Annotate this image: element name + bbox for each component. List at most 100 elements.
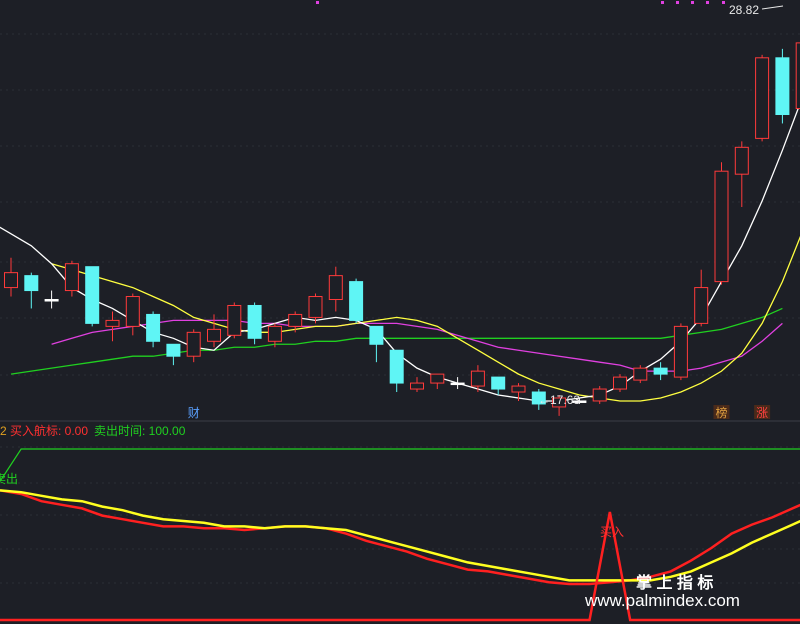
candle [4, 257, 18, 297]
candle [592, 386, 607, 404]
top-marker-dots [316, 1, 725, 4]
high-price-arrow [761, 5, 784, 10]
candle-body-down [247, 304, 262, 339]
candle-body-down [349, 281, 364, 321]
candle [186, 329, 201, 363]
candle-body-up [125, 296, 140, 327]
ma60-line [10, 307, 783, 375]
candle [267, 323, 282, 348]
candle [288, 311, 303, 333]
top-dot [661, 1, 664, 4]
candle [349, 278, 364, 324]
marker-bg [713, 405, 730, 419]
indicator-series [0, 489, 800, 582]
candle-body-up [613, 376, 627, 390]
buy-annotation: 买入 [600, 525, 624, 539]
candle [734, 141, 749, 208]
indicator-series [0, 489, 800, 586]
legend-item: 2 [0, 424, 7, 438]
candle-body-down [389, 349, 404, 384]
candle-body-up [470, 370, 485, 387]
top-dot [706, 1, 709, 4]
candle-body-down [491, 376, 506, 390]
marker-bg [754, 405, 771, 419]
event-marker: 财 [188, 406, 200, 420]
candle-body-up [633, 367, 648, 381]
candle [328, 266, 343, 312]
candle-body-down [531, 391, 546, 405]
high-price-label: 28.82 [729, 3, 759, 17]
candle [491, 376, 506, 395]
candle [795, 42, 800, 110]
watermark-title: 掌 上 指 标 [636, 573, 713, 592]
candle [369, 325, 384, 363]
candle-body-down [572, 400, 587, 403]
ma20-line [51, 319, 783, 372]
candle [105, 311, 120, 342]
candle [613, 374, 627, 393]
candle [552, 395, 567, 416]
candle-body-up [410, 382, 424, 390]
candle [44, 290, 59, 309]
candle-body-up [267, 325, 282, 342]
candle-body-down [166, 343, 181, 357]
candle [775, 48, 790, 124]
candle [430, 373, 445, 390]
candle-body-up [186, 331, 201, 357]
candle [653, 362, 668, 381]
event-markers: 财榜涨 [188, 405, 771, 420]
legend-item: 卖出时间: 100.00 [94, 424, 186, 438]
candle [511, 383, 526, 401]
candle-body-down [85, 266, 100, 324]
candle [64, 260, 79, 297]
candle-body-down [44, 299, 59, 302]
indicator-series [0, 448, 800, 482]
candle-body-up [673, 325, 688, 378]
top-dot [316, 1, 319, 4]
candle [470, 365, 485, 393]
candle-body-up [328, 275, 343, 301]
candle-body-down [369, 325, 384, 345]
top-dot [691, 1, 694, 4]
candle-body-down [653, 367, 668, 375]
candle-body-up [430, 373, 445, 384]
candle [166, 343, 181, 366]
candle [714, 162, 729, 285]
candle [673, 323, 688, 381]
candle-body-up [592, 388, 607, 402]
candle-body-up [511, 385, 526, 393]
candle-body-down [146, 313, 161, 342]
candle-body-down [24, 275, 39, 292]
watermark-url: www.palmindex.com [584, 591, 740, 610]
event-marker: 涨 [756, 405, 768, 420]
event-marker: 榜 [716, 405, 728, 420]
candle-body-up [227, 304, 242, 336]
indicator-legend: 2 买入航标: 0.00 卖出时间: 100.00 [0, 423, 186, 438]
candle-body-up [64, 263, 79, 292]
candle [125, 293, 140, 336]
candle-body-up [288, 313, 303, 327]
candle [572, 397, 587, 404]
candle-body-up [308, 296, 323, 318]
indicator-lines [0, 448, 800, 622]
candle [308, 293, 323, 324]
candle [227, 302, 242, 339]
top-dot [722, 1, 725, 4]
candle [410, 377, 424, 393]
candle-body-up [105, 319, 120, 327]
top-dot [676, 1, 679, 4]
candle [24, 272, 39, 309]
grid-lines [0, 33, 800, 584]
legend-item: 买入航标: 0.00 [10, 423, 88, 438]
ma10-line [51, 235, 800, 402]
candle-body-up [755, 57, 770, 139]
sell-annotation: 卖出 [0, 472, 18, 486]
candle-body-up [4, 272, 18, 289]
candle-body-up [207, 328, 221, 342]
candlesticks [4, 42, 800, 416]
indicator-series [0, 511, 800, 622]
candle [146, 311, 161, 348]
candle [450, 377, 465, 390]
candle [755, 54, 770, 142]
